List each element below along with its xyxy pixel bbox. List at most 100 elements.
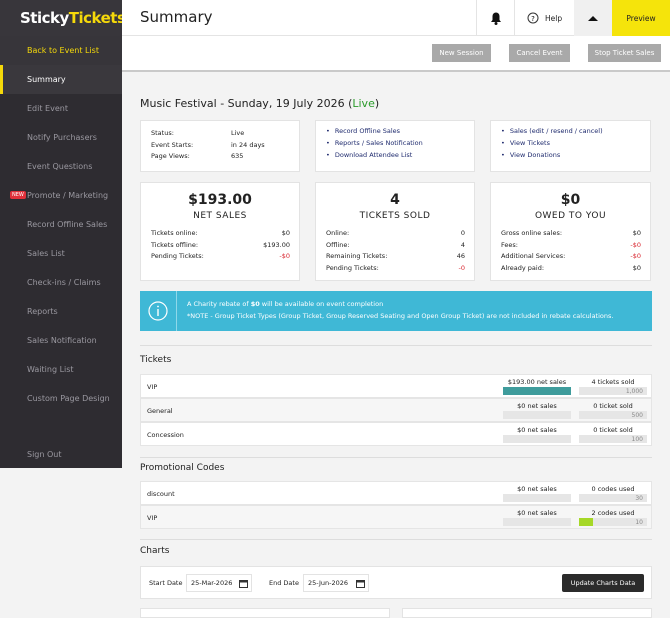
quick-link[interactable]: Download Attendee List [326,151,464,163]
notice-text: will be available on event completion [259,300,384,308]
nav-label: Record Offline Sales [27,220,108,229]
nav-label: Event Questions [27,162,93,171]
action-button[interactable]: New Session [432,44,491,62]
stat-row-label: Pending Tickets: [326,264,379,273]
stat-row-value: -$0 [279,252,290,261]
logo[interactable]: StickyTickets [0,0,126,36]
links-card: Record Offline SalesReports / Sales Noti… [315,120,475,172]
notice-text: A Charity rebate of [187,300,251,308]
info-label: Page Views: [151,152,190,160]
info-row: Page Views: 635 [151,152,289,164]
nav-item[interactable]: Promote / Marketing NEW [0,181,122,210]
stat-card: 4 TICKETS SOLD Online: 0 Offline: 4 Remaining … [315,182,475,281]
nav-item[interactable]: Summary [0,65,122,94]
quick-link[interactable]: View Donations [501,151,640,163]
table-row: Concession $0 net sales 0 ticket sold 100 [140,422,652,446]
update-button[interactable]: Update Charts Data [562,574,644,592]
notifications[interactable] [476,0,514,36]
table-row: discount $0 net sales 0 codes used 30 [140,481,652,505]
row-capacity: 1,000 [625,388,643,395]
quick-link[interactable]: Sales (edit / resend / cancel) [501,127,640,139]
row-sold: 0 codes used [591,485,635,493]
end-date[interactable]: 25-Jun-2026 [303,574,369,592]
section-heading: Tickets [140,355,172,365]
help[interactable]: ? Help [514,0,574,36]
row-sales: $193.00 net sales [507,378,567,386]
nav-item[interactable]: Sales Notification [0,326,122,355]
links-card: Sales (edit / resend / cancel)View Ticke… [490,120,651,172]
row-name: VIP [147,383,158,391]
quick-link[interactable]: View Tickets [501,139,640,151]
sold-bar [579,494,647,502]
row-sales: $0 net sales [517,485,557,493]
info-value: 635 [231,152,244,160]
svg-text:?: ? [531,15,535,23]
nav-item[interactable]: Record Offline Sales [0,210,122,239]
nav-item[interactable]: Custom Page Design [0,384,122,413]
event-name: Music Festival - Sunday, 19 July 2026 ( [140,97,353,110]
quick-link[interactable]: Reports / Sales Notification [326,139,464,151]
sold-bar [579,518,647,526]
arrow-icon [588,16,598,21]
sales-bar [503,387,571,395]
nav-item[interactable]: Notify Purchasers [0,123,122,152]
nav-label: Custom Page Design [27,394,110,403]
stat-row-label: Additional Services: [501,252,566,261]
nav-label: Summary [27,75,66,84]
nav-label: Sales List [27,249,65,258]
sold-bar [579,411,647,419]
row-sold: 2 codes used [591,509,635,517]
brand: Tickets [68,9,126,27]
row-sales: $0 net sales [517,402,557,410]
action-bar: New Session Cancel Event Stop Ticket Sales [122,36,670,72]
nav-item[interactable]: Waiting List [0,355,122,384]
stat-row-value: 46 [456,252,465,261]
info-card: Status: Live Event Starts: in 24 days Page V… [140,120,300,172]
stat-label: TICKETS SOLD [359,211,431,221]
row-sales: $0 net sales [517,509,557,517]
stat-amount: $193.00 [188,192,252,208]
nav-item[interactable]: Reports [0,297,122,326]
action-button[interactable]: Cancel Event [509,44,570,62]
nav-item[interactable]: Event Questions [0,152,122,181]
quick-link[interactable]: Record Offline Sales [326,127,464,139]
preview-button[interactable]: Preview [612,0,670,36]
page-title: Summary [140,8,213,26]
nav-item[interactable]: Check-ins / Claims [0,268,122,297]
brand: Sticky [20,9,69,27]
nav-item[interactable]: Sales List [0,239,122,268]
nav-item[interactable]: Edit Event [0,94,122,123]
stat-row-value: $0 [632,229,641,237]
row-name: discount [147,490,175,498]
stat-row-label: Tickets offline: [151,240,199,249]
start-date[interactable]: 25-Mar-2026 [186,574,252,592]
stat-card: $0 OWED TO YOU Gross online sales: $0 Fees: -… [490,182,651,281]
help-label: Help [545,14,563,23]
notice-note: *NOTE - Group Ticket Types (Group Ticket… [187,312,614,320]
info-label: Event Starts: [151,140,194,149]
sold-bar-fill [579,518,593,526]
notice-text: A Charity rebate of $0 will be available… [187,300,383,308]
back-link[interactable]: Back to Event List [0,36,122,65]
end-label: End Date [269,579,299,587]
calendar-icon [239,580,248,588]
row-capacity: 10 [635,519,643,526]
chart-card [140,608,390,618]
row-sales: $0 net sales [517,426,557,434]
stat-row-value: 0 [460,229,465,237]
stat-row-label: Gross online sales: [501,229,563,237]
action-button[interactable]: Stop Ticket Sales [588,44,661,62]
info-row: Event Starts: in 24 days [151,141,289,153]
sign-out[interactable]: Sign Out [27,450,62,459]
stat-row-label: Tickets online: [151,229,198,237]
stat-row-label: Already paid: [501,264,545,273]
bell-icon [491,12,501,25]
stat-amount: 4 [390,192,400,208]
stat-row-value: -$0 [630,240,641,249]
menu-toggle[interactable] [574,0,612,36]
stat-row-value: $193.00 [263,240,290,249]
top-bar: Summary ? Help Preview [122,0,670,36]
info-label: Status: [151,129,174,137]
stat-row-label: Offline: [326,240,350,249]
